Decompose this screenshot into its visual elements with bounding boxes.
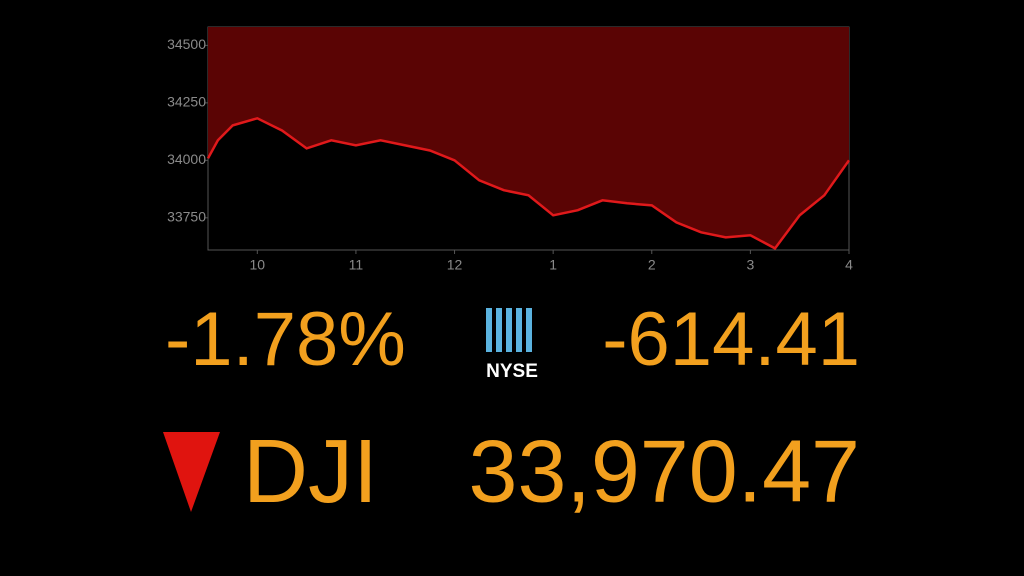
point-change: -614.41 — [602, 297, 860, 382]
x-tick-label: 12 — [447, 257, 463, 273]
percent-change: -1.78% — [165, 297, 406, 382]
area-fill — [208, 27, 849, 249]
y-tick-label: 34500 — [167, 36, 206, 52]
logo-bar — [526, 308, 532, 352]
x-tick-label: 10 — [250, 257, 266, 273]
price-line — [206, 116, 851, 251]
nyse-logo: NYSE — [486, 308, 538, 382]
logo-bar — [516, 308, 522, 352]
x-tick-label: 4 — [845, 257, 853, 273]
index-value: 33,970.47 — [469, 421, 861, 520]
exchange-label: NYSE — [486, 361, 538, 382]
index-name: DJI — [243, 422, 378, 522]
x-tick-label: 1 — [549, 257, 557, 273]
logo-bar — [486, 308, 492, 352]
y-tick-label: 34000 — [167, 151, 206, 167]
logo-bar — [496, 308, 502, 352]
y-tick-label: 34250 — [167, 94, 206, 110]
x-tick-label: 11 — [349, 257, 364, 273]
logo-bar — [506, 308, 512, 352]
down-arrow — [163, 432, 220, 512]
y-tick-label: 33750 — [167, 209, 206, 225]
x-tick-label: 2 — [648, 257, 656, 273]
x-tick-label: 3 — [746, 257, 754, 273]
